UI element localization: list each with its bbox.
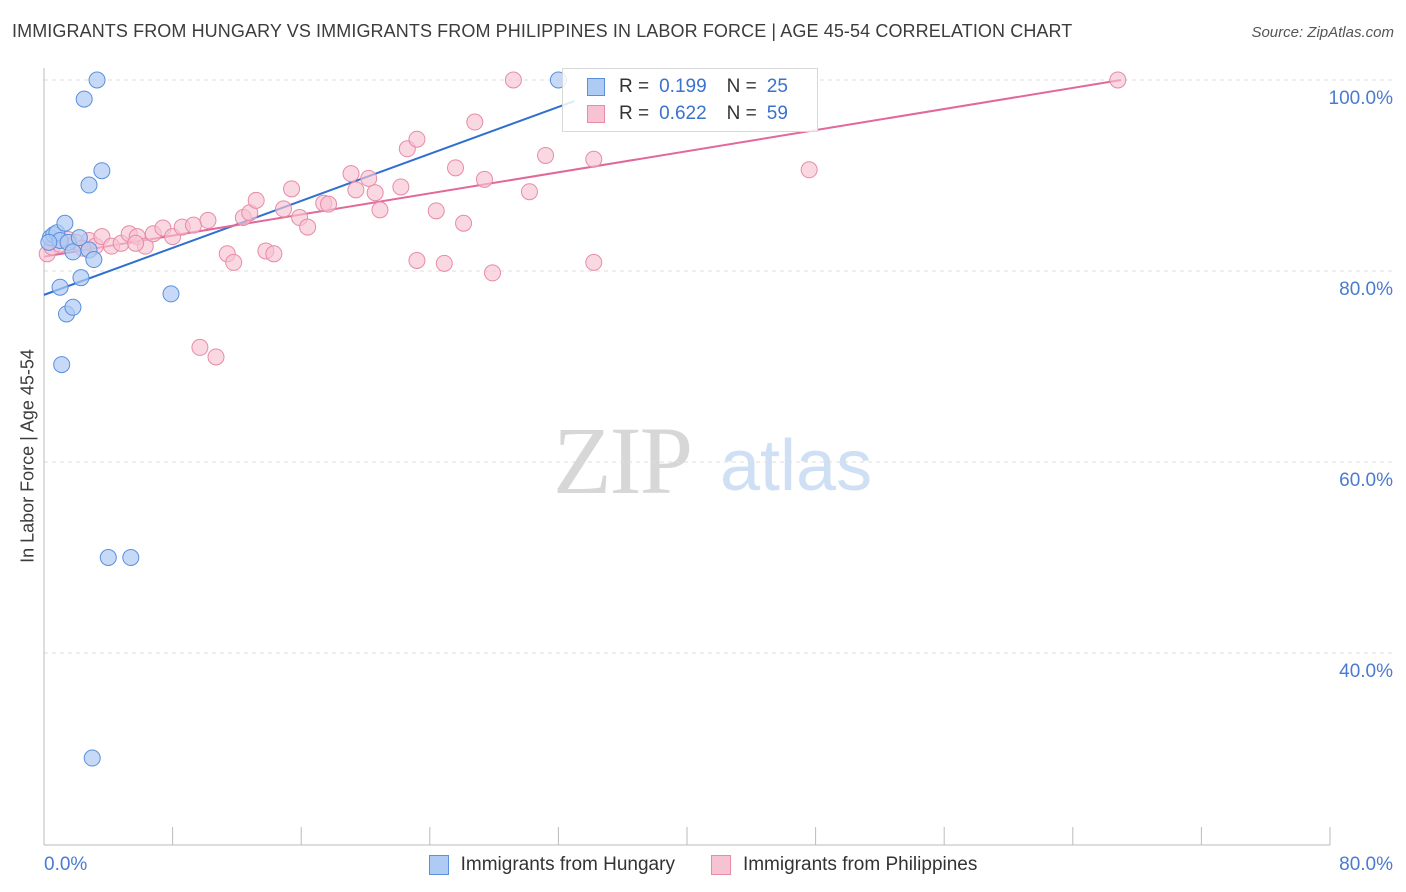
philippines-point [585,150,603,168]
legend-n-value: 25 [766,76,788,97]
philippines-point [455,214,473,232]
philippines-point [1109,71,1127,89]
y-tick-label: 40.0% [1339,661,1393,682]
hungary-point [56,214,74,232]
philippines-point [127,234,145,252]
series-legend: Immigrants from Hungary Immigrants from … [0,852,1406,878]
y-tick-label: 100.0% [1329,88,1394,109]
philippines-point [537,146,555,164]
gridlines [44,79,1395,654]
philippines-legend-swatch [710,855,731,875]
philippines-point [466,113,484,131]
x-tick-labels: 0.0% 80.0% [44,854,1393,875]
hungary-point [51,278,69,296]
legend-n-value: 59 [766,103,788,124]
philippines-point [447,159,465,177]
philippines-point [366,184,384,202]
y-tick-label: 80.0% [1339,279,1393,300]
hungary-point [99,549,117,566]
philippines-point [342,165,360,183]
philippines-point [800,161,818,179]
axes [43,68,1331,846]
philippines-point [585,253,603,271]
philippines-swatch [587,105,605,123]
philippines-point [191,338,209,356]
philippines-point [299,218,317,236]
hungary-point [122,549,140,566]
correlation-legend: R = 0.199 N = 25 R = 0.622 N = 59 [562,68,818,132]
hungary-point [40,233,58,251]
chart-title: IMMIGRANTS FROM HUNGARY VS IMMIGRANTS FR… [12,21,1073,41]
hungary-point [70,229,88,247]
hungary-point [88,71,106,89]
philippines-trend-line [43,79,1122,258]
philippines-point [392,178,410,196]
hungary-point [53,356,71,374]
philippines-points [38,71,1127,366]
x-tick-label-max: 80.0% [1339,854,1393,875]
legend-row-hungary: R = 0.199 N = 25 [587,75,788,99]
philippines-point [207,348,225,366]
legend-n-label: N = [726,76,757,97]
philippines-point [225,253,243,271]
hungary-point [93,162,111,180]
philippines-point [199,211,217,229]
legend-item-hungary[interactable]: Immigrants from Hungary [428,854,675,876]
hungary-point [75,90,93,108]
philippines-point [247,191,265,209]
trend-lines [43,79,1122,296]
hungary-point [85,251,103,269]
philippines-point [408,130,426,148]
legend-r-label: R = [619,103,650,124]
philippines-point [320,195,338,213]
y-tick-labels: 40.0% 60.0% 80.0% 100.0% [1329,88,1394,682]
philippines-point [475,170,493,188]
hungary-trend-line [43,100,575,296]
philippines-point [408,251,426,269]
hungary-point [64,243,82,261]
philippines-point [435,254,453,272]
philippines-point [275,200,293,218]
watermark-zip: ZIP [553,407,693,514]
legend-r-label: R = [619,76,650,97]
philippines-point [371,201,389,219]
philippines-point [504,71,522,89]
hungary-point [72,269,90,287]
philippines-point [360,169,378,187]
legend-r-value: 0.622 [659,103,707,124]
y-tick-label: 60.0% [1339,470,1393,491]
legend-row-philippines: R = 0.622 N = 59 [587,102,788,126]
philippines-point [427,202,445,220]
watermark-atlas: atlas [720,426,873,506]
hungary-point [162,285,180,303]
philippines-point [265,245,283,263]
hungary-point [64,298,82,316]
hungary-point [80,176,98,194]
legend-n-label: N = [726,103,757,124]
philippines-point [520,183,538,201]
legend-label-hungary: Immigrants from Hungary [460,854,675,875]
hungary-swatch [587,78,605,96]
philippines-point [184,216,202,234]
source-label[interactable]: Source: ZipAtlas.com [1251,24,1394,41]
legend-item-philippines[interactable]: Immigrants from Philippines [710,854,978,876]
philippines-point [347,181,365,199]
hungary-points [40,71,567,767]
hungary-point [83,749,101,767]
philippines-point [483,264,501,282]
legend-label-philippines: Immigrants from Philippines [742,854,978,875]
x-tick-label-min: 0.0% [44,854,87,875]
legend-r-value: 0.199 [659,76,707,97]
hungary-legend-swatch [428,855,449,875]
philippines-point [283,180,301,198]
